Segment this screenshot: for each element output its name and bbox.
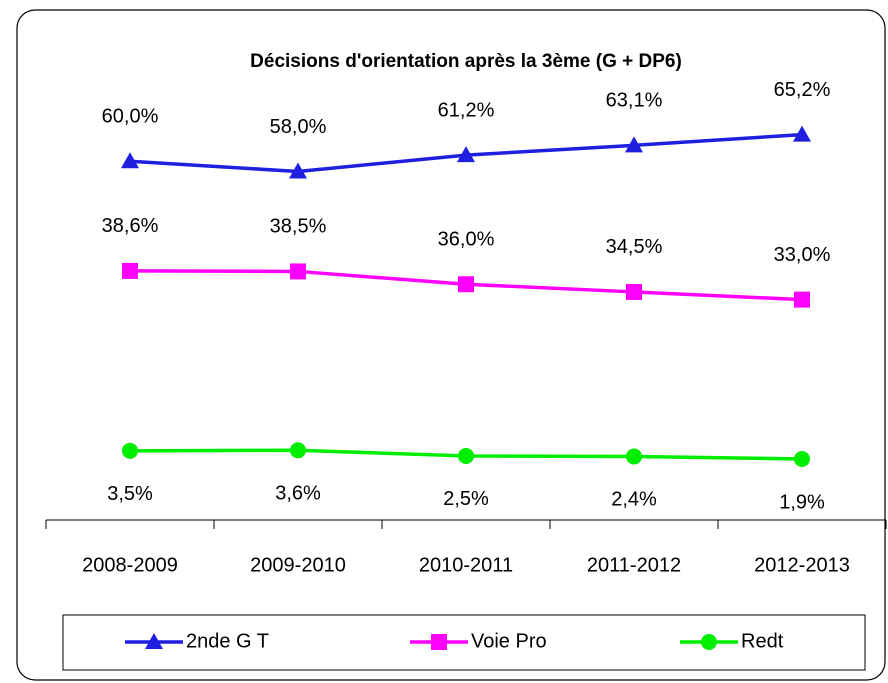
data-label: 38,6% (102, 215, 159, 237)
legend-label: Voie Pro (471, 630, 547, 652)
marker (458, 276, 474, 293)
marker (626, 448, 642, 465)
data-label: 33,0% (774, 244, 831, 266)
marker (794, 451, 810, 468)
legend-label: Redt (741, 630, 784, 652)
chart-title: Décisions d'orientation après la 3ème (G… (250, 51, 682, 72)
data-label: 38,5% (270, 216, 327, 238)
marker (431, 634, 447, 650)
marker (145, 633, 163, 649)
data-label: 63,1% (606, 90, 663, 112)
data-label: 2,4% (611, 489, 657, 511)
data-label: 1,9% (779, 491, 825, 513)
data-label: 61,2% (438, 99, 495, 121)
data-label: 34,5% (606, 236, 663, 258)
marker (793, 125, 811, 142)
data-label: 58,0% (270, 116, 327, 138)
x-tick-label: 2010-2011 (419, 554, 513, 576)
marker (458, 447, 474, 464)
marker (457, 146, 475, 163)
legend-label: 2nde G T (186, 630, 269, 652)
data-label: 3,5% (107, 483, 153, 505)
marker (794, 291, 810, 308)
marker (626, 283, 642, 300)
x-tick-label: 2008-2009 (82, 554, 178, 576)
data-label: 36,0% (438, 229, 495, 251)
data-label: 65,2% (774, 79, 831, 101)
data-label: 3,6% (275, 483, 321, 505)
marker (290, 442, 306, 459)
x-tick-label: 2011-2012 (587, 554, 681, 576)
chart-border (16, 9, 886, 681)
data-label: 2,5% (443, 488, 489, 510)
marker (625, 136, 643, 153)
marker (122, 262, 138, 279)
marker (289, 162, 307, 179)
x-tick-label: 2012-2013 (754, 554, 850, 576)
marker (122, 442, 138, 459)
marker (121, 152, 139, 169)
data-label: 60,0% (102, 106, 159, 128)
x-tick-label: 2009-2010 (250, 554, 346, 576)
marker (701, 634, 717, 650)
marker (290, 263, 306, 280)
